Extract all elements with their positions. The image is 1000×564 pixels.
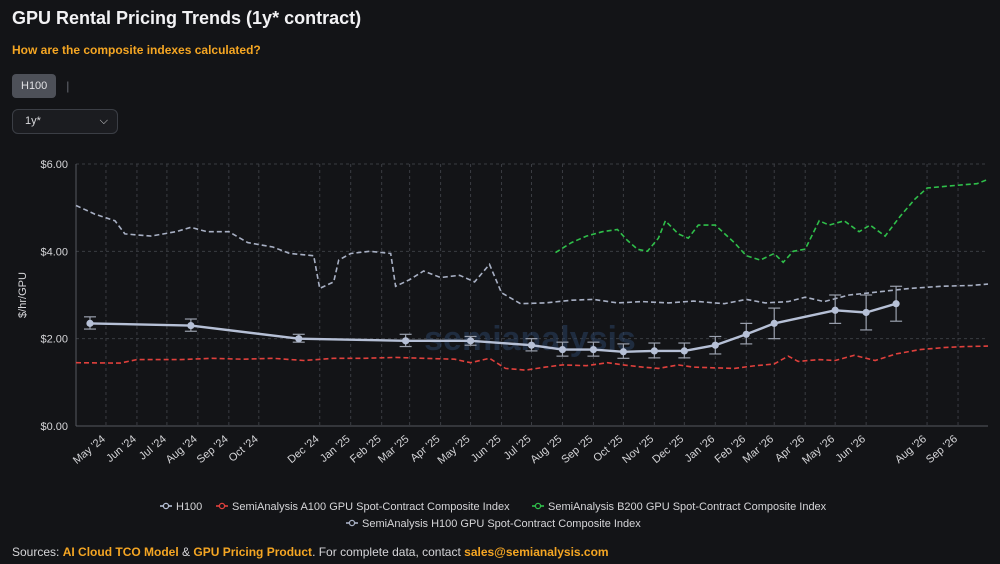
legend-label: SemiAnalysis H100 GPU Spot-Contract Comp… [362, 518, 641, 530]
data-point-h100 [742, 330, 750, 338]
y-tick-label: $6.00 [40, 159, 68, 171]
series-line-1 [75, 345, 989, 371]
x-tick-label: May '26 [800, 433, 837, 467]
series-line-2 [555, 178, 989, 264]
data-point-h100 [680, 347, 688, 355]
footer-prefix: Sources: [12, 545, 63, 559]
data-point-h100 [558, 345, 567, 354]
x-tick-label: May '25 [436, 433, 473, 467]
data-point-h100 [619, 348, 627, 356]
y-tick-label: $2.00 [40, 334, 68, 346]
x-tick-label: Mar '25 [376, 433, 412, 466]
source-tco-link[interactable]: AI Cloud TCO Model [62, 545, 179, 559]
data-point-h100 [187, 321, 195, 330]
x-tick-label: Aug '25 [528, 433, 564, 466]
data-point-h100 [589, 345, 598, 354]
legend-label: SemiAnalysis A100 GPU Spot-Contract Comp… [232, 501, 510, 513]
x-tick-label: Sep '26 [924, 433, 960, 466]
composite-index-help-link[interactable]: How are the composite indexes calculated… [12, 43, 261, 57]
tab-h100[interactable]: H100 [12, 74, 57, 98]
x-tick-label: Feb '25 [348, 433, 384, 466]
x-tick-label: Sep '25 [559, 433, 595, 466]
footer-middle: . For complete data, contact [312, 545, 465, 559]
x-tick-label: Jun '24 [104, 433, 139, 465]
x-tick-label: Jan '25 [318, 433, 353, 465]
x-tick-label: Feb '26 [713, 433, 749, 466]
x-tick-label: Oct '24 [227, 433, 261, 464]
page-title: GPU Rental Pricing Trends (1y* contract) [12, 8, 362, 28]
y-tick-label: $4.00 [40, 246, 68, 258]
legend-swatch-dot [534, 502, 542, 510]
legend-swatch-dot [162, 502, 170, 510]
footer-amp: & [178, 545, 194, 559]
x-tick-label: Mar '26 [741, 433, 777, 466]
data-point-h100 [650, 347, 658, 355]
x-tick-label: Sep '24 [195, 433, 231, 466]
data-point-h100 [86, 319, 94, 327]
legend-label: SemiAnalysis B200 GPU Spot-Contract Comp… [548, 501, 827, 513]
contract-length-value: 1y* [25, 115, 41, 127]
chevron-down-icon: ⌵ [99, 115, 108, 127]
x-tick-label: Aug '24 [164, 433, 200, 466]
data-point-h100 [770, 319, 778, 327]
sales-email-link[interactable]: sales@semianalysis.com [464, 545, 609, 559]
x-tick-label: Jan '26 [683, 433, 718, 465]
data-point-h100 [527, 341, 536, 349]
x-tick-label: Oct '25 [591, 433, 625, 464]
contract-length-select[interactable]: 1y* ⌵ [12, 109, 118, 134]
gpu-tabs: H100 | [12, 74, 69, 98]
x-tick-label: Dec '24 [286, 433, 322, 466]
x-tick-label: Dec '25 [650, 433, 686, 466]
legend-swatch-dot [348, 519, 356, 527]
legend-swatch-dot [218, 502, 226, 510]
footer-sources: Sources: AI Cloud TCO Model & GPU Pricin… [12, 545, 609, 559]
series-line-3 [75, 204, 989, 305]
y-tick-label: $0.00 [40, 421, 68, 433]
source-pricing-link[interactable]: GPU Pricing Product [193, 545, 313, 559]
x-tick-label: May '24 [71, 433, 108, 467]
data-point-h100 [402, 337, 410, 345]
data-point-h100 [711, 341, 719, 349]
data-point-h100 [892, 300, 900, 308]
x-tick-label: Nov '25 [620, 433, 656, 466]
data-point-h100 [466, 337, 475, 345]
y-axis-label: $/hr/GPU [17, 272, 29, 318]
data-point-h100 [295, 335, 303, 343]
legend-label: H100 [176, 501, 202, 513]
x-tick-label: Aug '26 [893, 433, 929, 466]
tab-separator: | [66, 79, 70, 93]
data-point-h100 [862, 308, 870, 317]
x-tick-label: Jun '26 [833, 433, 868, 465]
x-tick-label: Jun '25 [469, 433, 504, 465]
data-point-h100 [831, 306, 839, 314]
